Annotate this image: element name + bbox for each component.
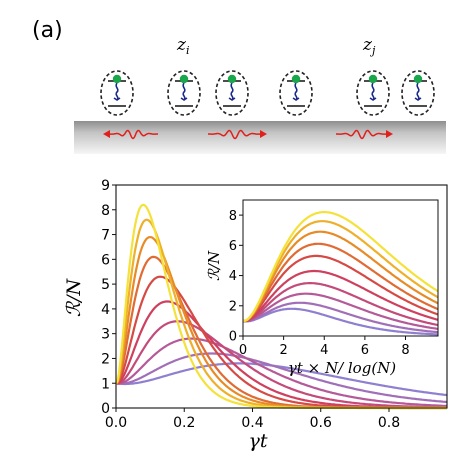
excited-atom bbox=[368, 74, 378, 84]
emitter bbox=[279, 70, 313, 116]
site-label-zj: zj bbox=[362, 35, 376, 57]
photon-wave bbox=[336, 129, 388, 140]
excited-atom bbox=[413, 74, 423, 84]
inset-x-ticks: 0 2 4 6 8 bbox=[239, 336, 410, 358]
x-tick-label: 0.4 bbox=[241, 415, 263, 431]
inset-chart: 0 2 4 6 8 0 2 4 6 8 bbox=[229, 199, 439, 358]
series-line bbox=[243, 230, 439, 322]
inset-x-axis-label: γt × N/ log(N) bbox=[288, 359, 396, 377]
emitter-boundary bbox=[279, 70, 313, 116]
emitter-row bbox=[100, 70, 435, 116]
decay-arrow bbox=[369, 82, 377, 102]
main-x-axis-label: γt bbox=[249, 430, 268, 452]
excited-atom bbox=[227, 74, 237, 84]
decay-arrow bbox=[228, 82, 236, 102]
emitter bbox=[215, 70, 249, 116]
emitter-boundary bbox=[167, 70, 201, 116]
emitter bbox=[356, 70, 390, 116]
series-line bbox=[242, 301, 439, 334]
y-tick-label: 4 bbox=[229, 269, 237, 284]
panel-label: (a) bbox=[32, 18, 63, 43]
y-tick-label: 6 bbox=[229, 239, 237, 254]
photon-wave bbox=[208, 129, 262, 140]
x-tick-label: 8 bbox=[401, 343, 409, 358]
y-tick-label: 3 bbox=[101, 327, 110, 343]
x-tick-label: 0.6 bbox=[310, 415, 332, 431]
main-chart: 0 1 2 3 4 5 6 7 8 9 0.0 0.2 0.4 0.6 0.8 bbox=[101, 178, 448, 431]
inset-axes-frame bbox=[242, 199, 439, 337]
arrowhead-right bbox=[386, 130, 393, 138]
excited-atom bbox=[291, 74, 301, 84]
arrowhead-right bbox=[260, 130, 267, 138]
y-tick-label: 7 bbox=[101, 228, 110, 244]
decay-arrow bbox=[292, 82, 300, 102]
emitter-boundary bbox=[356, 70, 390, 116]
x-tick-label: 6 bbox=[361, 343, 369, 358]
y-tick-label: 2 bbox=[101, 351, 110, 367]
photon-wavepacket bbox=[208, 129, 267, 140]
main-axes-frame bbox=[115, 184, 448, 409]
decay-arrow bbox=[113, 82, 121, 102]
excited-atom bbox=[112, 74, 122, 84]
series-line bbox=[242, 282, 439, 327]
y-tick-label: 2 bbox=[229, 299, 237, 314]
series-line bbox=[115, 320, 447, 409]
emitter-boundary bbox=[215, 70, 249, 116]
y-tick-label: 6 bbox=[101, 252, 110, 268]
main-x-ticks: 0.0 0.2 0.4 0.6 0.8 bbox=[105, 408, 400, 431]
x-tick-label: 2 bbox=[279, 343, 287, 358]
y-tick-label: 5 bbox=[101, 277, 110, 293]
x-tick-label: 0.8 bbox=[378, 415, 400, 431]
series-line bbox=[242, 242, 439, 323]
y-tick-label: 9 bbox=[101, 178, 110, 194]
series-line bbox=[115, 352, 448, 404]
arrowhead-left bbox=[103, 130, 110, 138]
excited-atom bbox=[179, 74, 189, 84]
y-tick-label: 8 bbox=[101, 203, 110, 219]
main-y-ticks: 0 1 2 3 4 5 6 7 8 9 bbox=[101, 178, 116, 417]
series-line bbox=[243, 211, 439, 322]
main-y-axis-label: ℛ/N bbox=[63, 278, 85, 318]
y-tick-label: 0 bbox=[229, 330, 237, 345]
x-tick-label: 0 bbox=[239, 343, 247, 358]
photon-row bbox=[103, 129, 393, 140]
x-tick-label: 0.0 bbox=[105, 415, 127, 431]
series-line bbox=[243, 220, 439, 322]
site-label-zi: zi bbox=[176, 35, 190, 57]
inset-series-group bbox=[242, 211, 439, 336]
y-tick-label: 8 bbox=[229, 209, 237, 224]
inset-y-axis-label: ℛ/N bbox=[205, 250, 223, 281]
emitter bbox=[100, 70, 134, 116]
x-tick-label: 4 bbox=[320, 343, 328, 358]
series-line bbox=[242, 292, 439, 330]
emitter-boundary bbox=[100, 70, 134, 116]
y-tick-label: 1 bbox=[101, 376, 110, 392]
inset-background bbox=[243, 200, 438, 336]
decay-arrow bbox=[414, 82, 422, 102]
photon-wavepacket bbox=[336, 129, 393, 140]
series-line bbox=[242, 307, 438, 336]
y-tick-label: 4 bbox=[101, 302, 110, 318]
photon-wave bbox=[108, 129, 158, 140]
y-tick-label: 0 bbox=[101, 401, 110, 417]
emitter-boundary bbox=[401, 70, 435, 116]
emitter bbox=[401, 70, 435, 116]
photon-wavepacket bbox=[103, 129, 158, 140]
series-line bbox=[115, 362, 448, 397]
series-line bbox=[242, 269, 439, 323]
decay-arrow bbox=[180, 82, 188, 102]
x-tick-label: 0.2 bbox=[173, 415, 195, 431]
series-line bbox=[242, 254, 439, 323]
series-line bbox=[115, 337, 447, 407]
inset-y-ticks: 0 2 4 6 8 bbox=[229, 209, 243, 345]
emitter bbox=[167, 70, 201, 116]
